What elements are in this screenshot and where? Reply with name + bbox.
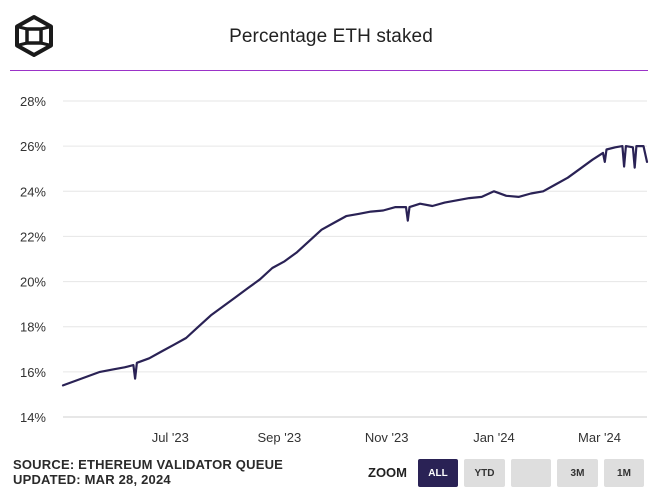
chart-footer: SOURCE: ETHEREUM VALIDATOR QUEUE UPDATED… bbox=[13, 457, 283, 487]
line-chart: 14% 16% 18% 20% 22% 24% 26% 28% Jul '23 Sep '23 No… bbox=[20, 94, 649, 445]
y-tick-label: 20% bbox=[20, 275, 46, 290]
cube-logo-icon bbox=[15, 15, 53, 57]
x-tick-label: Mar '24 bbox=[578, 430, 621, 445]
y-tick-label: 18% bbox=[20, 320, 46, 335]
zoom-1m-button[interactable]: 1M bbox=[604, 459, 644, 487]
y-tick-label: 26% bbox=[20, 139, 46, 154]
zoom-all-button[interactable]: ALL bbox=[418, 459, 458, 487]
updated-text: UPDATED: MAR 28, 2024 bbox=[13, 472, 171, 487]
zoom-6m-button[interactable] bbox=[511, 459, 551, 487]
zoom-ytd-button[interactable]: YTD bbox=[464, 459, 505, 487]
zoom-label: ZOOM bbox=[368, 465, 407, 480]
x-tick-label: Sep '23 bbox=[258, 430, 302, 445]
title-divider bbox=[10, 70, 648, 71]
series-line bbox=[61, 144, 649, 387]
x-tick-label: Nov '23 bbox=[365, 430, 409, 445]
x-tick-label: Jul '23 bbox=[152, 430, 189, 445]
chart-title: Percentage ETH staked bbox=[229, 26, 433, 47]
zoom-3m-button[interactable]: 3M bbox=[557, 459, 598, 487]
x-tick-label: Jan '24 bbox=[473, 430, 515, 445]
y-tick-label: 28% bbox=[20, 94, 46, 109]
y-tick-label: 24% bbox=[20, 184, 46, 199]
y-tick-label: 16% bbox=[20, 365, 46, 380]
y-tick-label: 22% bbox=[20, 229, 46, 244]
y-tick-label: 14% bbox=[20, 410, 46, 425]
source-text: SOURCE: ETHEREUM VALIDATOR QUEUE bbox=[13, 457, 284, 472]
